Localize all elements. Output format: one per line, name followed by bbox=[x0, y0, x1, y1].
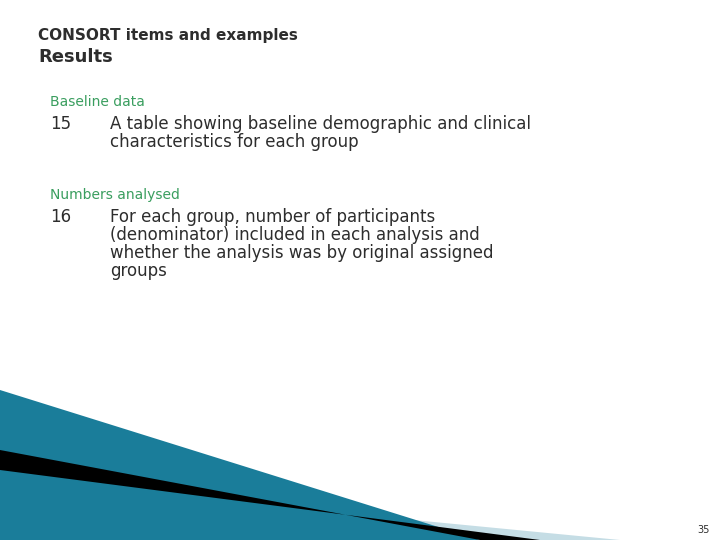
Text: Numbers analysed: Numbers analysed bbox=[50, 188, 180, 202]
Text: 16: 16 bbox=[50, 208, 71, 226]
Polygon shape bbox=[0, 480, 620, 540]
Text: A table showing baseline demographic and clinical: A table showing baseline demographic and… bbox=[110, 115, 531, 133]
Text: For each group, number of participants: For each group, number of participants bbox=[110, 208, 436, 226]
Text: groups: groups bbox=[110, 262, 167, 280]
Polygon shape bbox=[0, 390, 480, 540]
Polygon shape bbox=[0, 450, 540, 540]
Text: characteristics for each group: characteristics for each group bbox=[110, 133, 359, 151]
Text: Baseline data: Baseline data bbox=[50, 95, 145, 109]
Text: 35: 35 bbox=[698, 525, 710, 535]
Text: whether the analysis was by original assigned: whether the analysis was by original ass… bbox=[110, 244, 493, 262]
Text: CONSORT items and examples: CONSORT items and examples bbox=[38, 28, 298, 43]
Text: 15: 15 bbox=[50, 115, 71, 133]
Text: (denominator) included in each analysis and: (denominator) included in each analysis … bbox=[110, 226, 480, 244]
Text: Results: Results bbox=[38, 48, 113, 66]
